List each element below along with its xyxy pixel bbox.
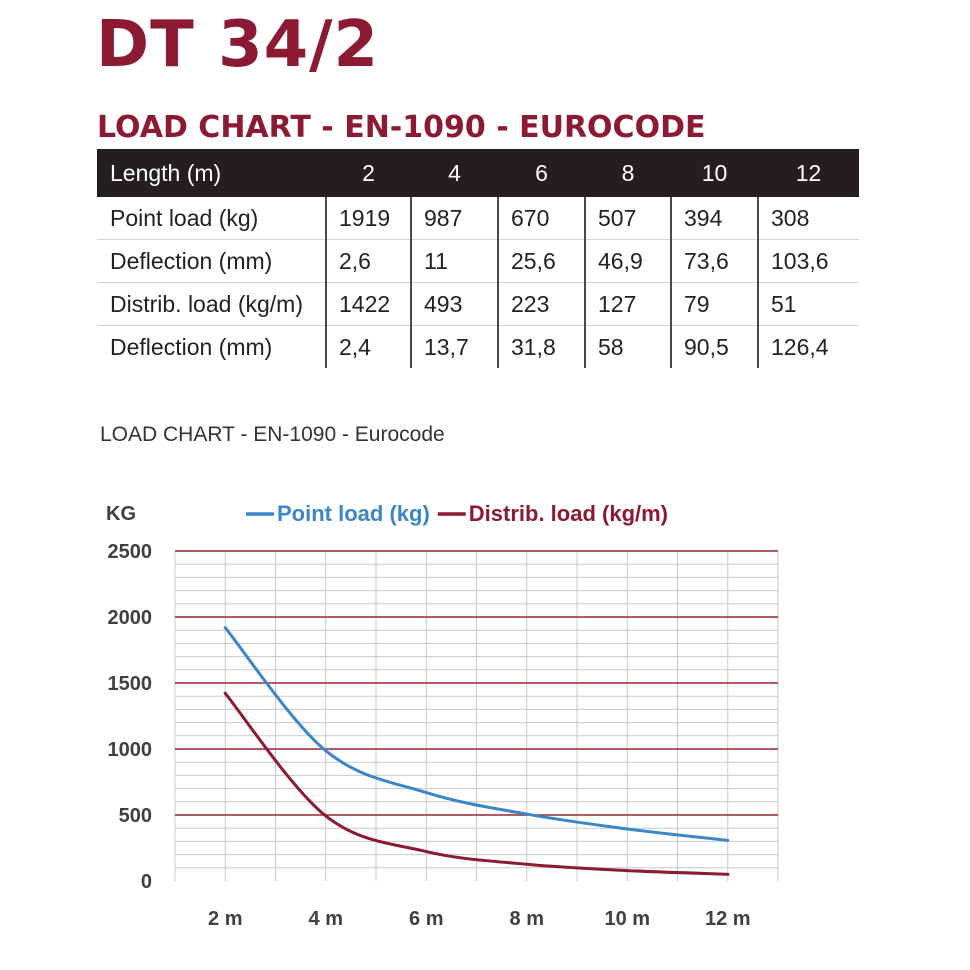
- table-row: Distrib. load (kg/m) 1422 493 223 127 79…: [97, 282, 859, 326]
- data-point: [525, 812, 529, 816]
- table-cell: 394: [670, 197, 758, 240]
- table-header-row: Length (m) 2 4 6 8 10 12: [97, 149, 859, 197]
- table-cell: 493: [410, 282, 498, 326]
- table-cell: 46,9: [584, 239, 671, 283]
- table-cell: 223: [497, 282, 585, 326]
- major-gridlines: [175, 550, 778, 816]
- chart-caption: LOAD CHART - EN-1090 - Eurocode: [100, 423, 445, 446]
- data-point: [223, 626, 227, 630]
- load-table: Length (m) 2 4 6 8 10 12 Point load (kg)…: [97, 149, 859, 368]
- table-cell: 987: [410, 197, 498, 240]
- table-cell: 127: [584, 282, 671, 326]
- header-cell: 6: [498, 149, 585, 197]
- legend-label: Point load (kg): [277, 501, 430, 526]
- table-cell: 25,6: [497, 239, 585, 283]
- table-cell: 11: [410, 239, 498, 283]
- x-axis-ticks: 2 m 4 m 6 m 8 m 10 m 12 m: [208, 908, 751, 930]
- page-subtitle: LOAD CHART - EN-1090 - EUROCODE: [97, 110, 706, 145]
- data-point: [726, 838, 730, 842]
- table-cell: 90,5: [670, 325, 758, 368]
- table-cell: 1919: [325, 197, 411, 240]
- x-tick-label: 6 m: [409, 908, 443, 930]
- table-cell: 58: [584, 325, 671, 368]
- row-label: Deflection (mm): [97, 239, 326, 283]
- header-cell: 10: [671, 149, 758, 197]
- header-cell: 4: [411, 149, 498, 197]
- x-tick-label: 2 m: [208, 908, 242, 930]
- data-point: [424, 791, 428, 795]
- header-cell: 8: [585, 149, 671, 197]
- y-tick-label: 1000: [108, 739, 153, 761]
- y-tick-label: 1500: [108, 673, 153, 695]
- data-point: [726, 872, 730, 876]
- data-point: [625, 869, 629, 873]
- table-cell: 73,6: [670, 239, 758, 283]
- table-row: Deflection (mm) 2,4 13,7 31,8 58 90,5 12…: [97, 325, 859, 368]
- y-tick-label: 2500: [108, 541, 153, 563]
- series-line-1: [223, 691, 730, 876]
- table-cell: 2,6: [325, 239, 411, 283]
- table-cell: 308: [757, 197, 859, 240]
- data-point: [424, 850, 428, 854]
- row-label: Distrib. load (kg/m): [97, 282, 326, 326]
- table-cell: 103,6: [757, 239, 859, 283]
- data-point: [324, 814, 328, 818]
- series-lines: [223, 626, 730, 876]
- header-cell: 12: [758, 149, 859, 197]
- x-tick-label: 8 m: [510, 908, 544, 930]
- table-cell: 507: [584, 197, 671, 240]
- minor-gridlines: [174, 551, 779, 881]
- y-axis-label: KG: [106, 503, 136, 525]
- table-cell: 31,8: [497, 325, 585, 368]
- y-axis-ticks: 0 500 1000 1500 2000 2500: [108, 541, 153, 893]
- data-point: [625, 827, 629, 831]
- table-cell: 13,7: [410, 325, 498, 368]
- legend: Point load (kg) Distrib. load (kg/m): [246, 501, 668, 526]
- y-tick-label: 0: [141, 871, 152, 893]
- page-title: DT 34/2: [96, 8, 380, 82]
- data-point: [223, 691, 227, 695]
- table-cell: 670: [497, 197, 585, 240]
- y-tick-label: 500: [119, 805, 152, 827]
- table-cell: 126,4: [757, 325, 859, 368]
- table-row: Deflection (mm) 2,6 11 25,6 46,9 73,6 10…: [97, 239, 859, 283]
- header-cell: 2: [326, 149, 411, 197]
- row-label: Deflection (mm): [110, 333, 273, 360]
- y-tick-label: 2000: [108, 607, 153, 629]
- table-cell: 1422: [325, 282, 411, 326]
- x-tick-label: 12 m: [705, 908, 751, 930]
- row-label: Point load (kg): [97, 197, 326, 240]
- table-cell: 51: [757, 282, 859, 326]
- header-cell: Length (m): [97, 149, 326, 197]
- x-tick-label: 10 m: [604, 908, 650, 930]
- data-point: [525, 862, 529, 866]
- series-line-0: [223, 626, 730, 842]
- legend-label: Distrib. load (kg/m): [469, 501, 668, 526]
- table-cell: 2,4: [325, 325, 411, 368]
- x-tick-label: 4 m: [309, 908, 343, 930]
- table-cell: 79: [670, 282, 758, 326]
- data-point: [324, 749, 328, 753]
- table-row: Point load (kg) 1919 987 670 507 394 308: [97, 197, 859, 240]
